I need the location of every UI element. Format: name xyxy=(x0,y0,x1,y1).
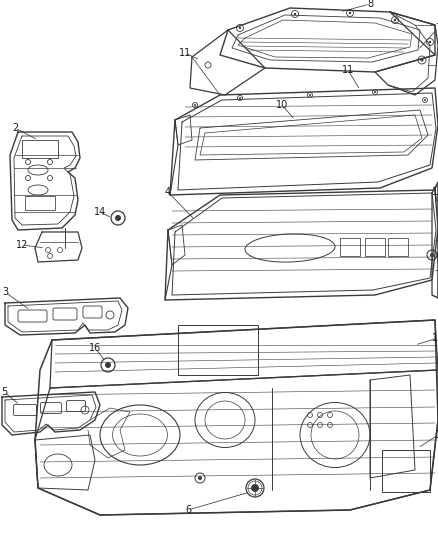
Circle shape xyxy=(430,253,434,257)
Text: 9: 9 xyxy=(435,253,438,263)
Text: 1: 1 xyxy=(435,430,438,440)
Text: 5: 5 xyxy=(1,387,7,397)
Circle shape xyxy=(424,99,426,101)
Text: 7: 7 xyxy=(435,23,438,33)
Text: 15: 15 xyxy=(432,333,438,343)
Text: 11: 11 xyxy=(179,48,191,58)
Circle shape xyxy=(374,91,376,93)
Text: 10: 10 xyxy=(276,100,288,110)
Text: 11: 11 xyxy=(342,65,354,75)
Text: 2: 2 xyxy=(12,123,18,133)
Text: 16: 16 xyxy=(89,343,101,353)
Circle shape xyxy=(309,94,311,96)
Text: 12: 12 xyxy=(16,240,28,250)
Text: 4: 4 xyxy=(165,187,171,197)
Circle shape xyxy=(394,19,396,21)
Circle shape xyxy=(194,104,196,106)
Text: 6: 6 xyxy=(185,505,191,515)
Circle shape xyxy=(251,484,259,492)
Circle shape xyxy=(420,59,424,61)
Circle shape xyxy=(349,12,351,14)
Circle shape xyxy=(429,41,431,43)
Circle shape xyxy=(239,97,241,99)
Text: 13: 13 xyxy=(432,187,438,197)
Circle shape xyxy=(294,13,296,15)
Circle shape xyxy=(239,27,241,29)
Circle shape xyxy=(115,215,121,221)
Text: 14: 14 xyxy=(94,207,106,217)
Text: 8: 8 xyxy=(367,0,373,9)
Circle shape xyxy=(105,362,111,368)
Circle shape xyxy=(198,476,202,480)
Text: 3: 3 xyxy=(2,287,8,297)
